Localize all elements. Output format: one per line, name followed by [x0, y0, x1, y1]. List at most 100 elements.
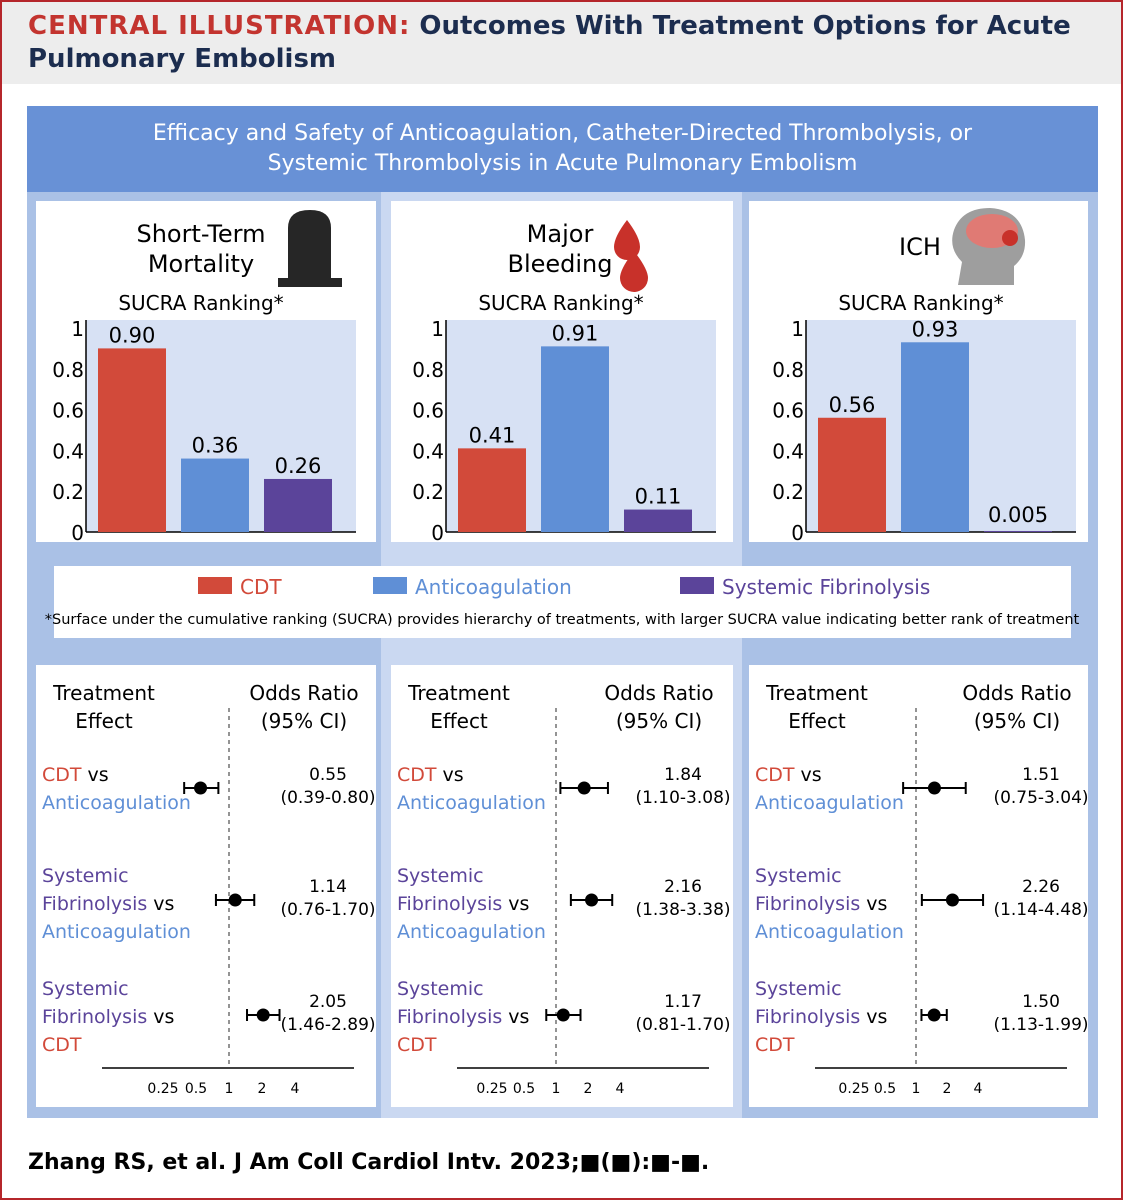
- comparison-label: Systemic: [397, 978, 484, 1000]
- forest-panel-bleeding: [391, 665, 733, 1107]
- y-tick-label: 1: [791, 317, 804, 341]
- comparison-label: CDT vs: [397, 764, 464, 786]
- comparison-label: Anticoagulation: [397, 792, 546, 814]
- title-text: Outcomes With Treatment Options for Acut…: [419, 11, 1071, 41]
- header-ci: (95% CI): [616, 709, 702, 733]
- x-tick-label: 0.5: [185, 1081, 207, 1097]
- comparison-label: Systemic: [755, 865, 842, 887]
- x-tick-label: 2: [943, 1081, 952, 1097]
- banner-line-1: Efficacy and Safety of Anticoagulation, …: [152, 121, 973, 146]
- bar-value-label: 0.11: [635, 485, 682, 509]
- comparison-label: Fibrinolysis vs: [42, 1006, 174, 1028]
- bar-value-label: 0.93: [912, 317, 959, 341]
- ci-value: (1.38-3.38): [635, 900, 730, 920]
- comparison-label: Systemic: [397, 865, 484, 887]
- bar-value-label: 0.41: [469, 423, 516, 447]
- comparison-label: Fibrinolysis vs: [755, 1006, 887, 1028]
- bar: [901, 342, 969, 532]
- or-value: 1.50: [1022, 992, 1060, 1012]
- comparison-label-part: vs: [147, 893, 174, 915]
- header-treatment: Treatment: [765, 681, 868, 705]
- comparison-label: CDT: [755, 1034, 795, 1056]
- point-estimate: [228, 893, 242, 907]
- comparison-label-part: CDT: [42, 1034, 82, 1056]
- point-estimate: [194, 781, 208, 795]
- page-title: CENTRAL ILLUSTRATION: Outcomes With Trea…: [28, 10, 1098, 76]
- chart-subtitle: SUCRA Ranking*: [118, 291, 283, 315]
- bar-value-label: 0.005: [988, 503, 1048, 527]
- ci-value: (0.75-3.04): [993, 788, 1088, 808]
- x-tick-label: 0.25: [476, 1081, 507, 1097]
- comparison-label-part: vs: [437, 764, 464, 786]
- comparison-label-part: Fibrinolysis: [397, 893, 502, 915]
- comparison-label: Fibrinolysis vs: [755, 893, 887, 915]
- y-tick-label: 0.2: [52, 480, 84, 504]
- comparison-label: CDT vs: [42, 764, 109, 786]
- or-value: 2.16: [664, 877, 702, 897]
- bar-value-label: 0.56: [829, 393, 876, 417]
- chart-subtitle: SUCRA Ranking*: [478, 291, 643, 315]
- chart-subtitle: SUCRA Ranking*: [838, 291, 1003, 315]
- bar: [458, 448, 526, 532]
- tombstone-icon: [288, 210, 331, 282]
- comparison-label-part: Systemic: [755, 978, 842, 1000]
- comparison-label-part: Fibrinolysis: [42, 893, 147, 915]
- bar: [541, 346, 609, 532]
- comparison-label-part: Anticoagulation: [755, 792, 904, 814]
- comparison-label-part: Systemic: [397, 865, 484, 887]
- comparison-label-part: vs: [860, 893, 887, 915]
- legend-label: CDT: [240, 575, 282, 599]
- legend-swatch: [198, 577, 232, 594]
- point-estimate: [556, 1008, 570, 1022]
- bar: [624, 509, 692, 532]
- comparison-label-part: Anticoagulation: [42, 792, 191, 814]
- comparison-label-part: Systemic: [755, 865, 842, 887]
- header-effect: Effect: [430, 709, 488, 733]
- legend-note: *Surface under the cumulative ranking (S…: [45, 612, 1080, 628]
- y-tick-label: 0.4: [772, 439, 804, 463]
- point-estimate: [585, 893, 599, 907]
- header-ci: (95% CI): [261, 709, 347, 733]
- comparison-label-part: vs: [795, 764, 822, 786]
- legend-swatch: [680, 577, 714, 594]
- header-odds-ratio: Odds Ratio: [249, 681, 358, 705]
- y-tick-label: 0.2: [412, 480, 444, 504]
- y-tick-label: 0.8: [52, 358, 84, 382]
- comparison-label-part: vs: [82, 764, 109, 786]
- header-odds-ratio: Odds Ratio: [962, 681, 1071, 705]
- comparison-label-part: Fibrinolysis: [397, 1006, 502, 1028]
- ci-value: (0.81-1.70): [635, 1015, 730, 1035]
- point-estimate: [945, 893, 959, 907]
- chart-title: Bleeding: [507, 250, 612, 278]
- x-tick-label: 4: [291, 1081, 300, 1097]
- comparison-label-part: CDT: [397, 764, 437, 786]
- header-odds-ratio: Odds Ratio: [604, 681, 713, 705]
- comparison-label-part: Anticoagulation: [397, 921, 546, 943]
- comparison-label: Systemic: [755, 978, 842, 1000]
- point-estimate: [256, 1008, 270, 1022]
- point-estimate: [927, 1008, 941, 1022]
- legend-label: Anticoagulation: [415, 575, 572, 599]
- tombstone-base: [278, 278, 342, 287]
- chart-title: ICH: [899, 233, 941, 261]
- comparison-label: Fibrinolysis vs: [397, 893, 529, 915]
- header-ci: (95% CI): [974, 709, 1060, 733]
- comparison-label-part: Fibrinolysis: [755, 893, 860, 915]
- comparison-label-part: CDT: [42, 764, 82, 786]
- or-value: 2.26: [1022, 877, 1060, 897]
- x-tick-label: 1: [552, 1081, 561, 1097]
- or-value: 0.55: [309, 765, 347, 785]
- y-tick-label: 0.8: [772, 358, 804, 382]
- title-kicker: CENTRAL ILLUSTRATION:: [28, 11, 411, 41]
- blood-drops-icon: [614, 220, 640, 260]
- comparison-label: Anticoagulation: [755, 792, 904, 814]
- chart-title: Short-Term: [136, 220, 265, 248]
- y-tick-label: 0.4: [412, 439, 444, 463]
- x-tick-label: 1: [225, 1081, 234, 1097]
- y-tick-label: 0.4: [52, 439, 84, 463]
- banner: Efficacy and Safety of Anticoagulation, …: [27, 106, 1098, 192]
- citation: Zhang RS, et al. J Am Coll Cardiol Intv.…: [28, 1150, 710, 1175]
- bar-value-label: 0.26: [275, 454, 322, 478]
- x-tick-label: 4: [616, 1081, 625, 1097]
